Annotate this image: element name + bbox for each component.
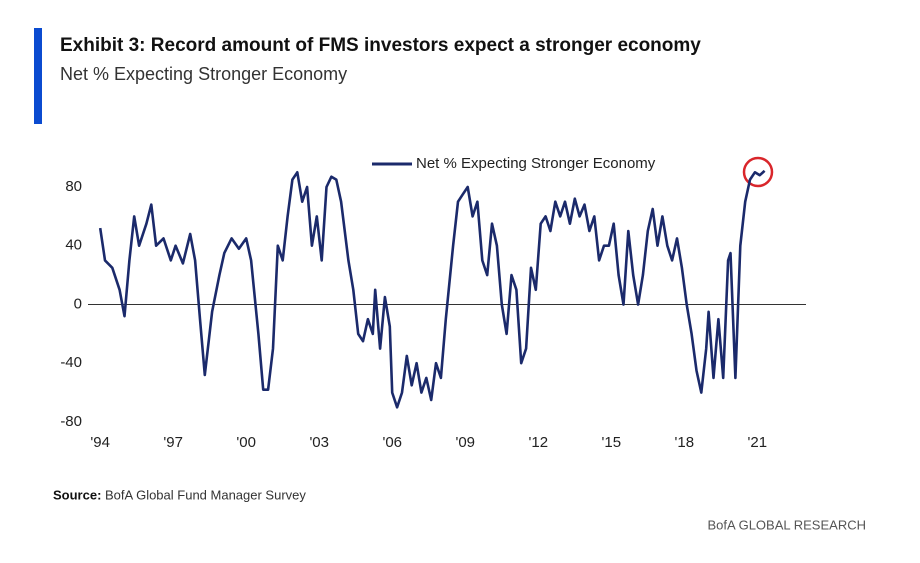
x-tick-label: '15: [602, 434, 622, 451]
x-tick-label: '94: [90, 434, 110, 451]
chart-title: Exhibit 3: Record amount of FMS investor…: [60, 35, 701, 56]
y-tick-label: -40: [60, 354, 82, 371]
x-tick-label: '06: [382, 434, 402, 451]
data-line: [98, 169, 766, 409]
footer: BofA GLOBAL RESEARCH: [708, 517, 866, 532]
x-tick-label: '09: [455, 434, 475, 451]
legend-label: Net % Expecting Stronger Economy: [416, 155, 656, 172]
x-tick-label: '12: [528, 434, 548, 451]
x-tick-label: '21: [748, 434, 768, 451]
x-tick-label: '00: [236, 434, 256, 451]
x-tick-label: '97: [163, 434, 183, 451]
accent-bar: [34, 28, 42, 124]
y-tick-label: 0: [74, 295, 82, 312]
source: BofA Global Fund Manager Survey: [105, 487, 306, 502]
highlight-circle: [742, 156, 774, 188]
y-tick-label: 40: [65, 237, 82, 254]
source-label: Source:: [53, 487, 101, 502]
x-tick-label: '18: [675, 434, 695, 451]
x-tick-label: '03: [309, 434, 329, 451]
chart-subtitle: Net % Expecting Stronger Economy: [60, 64, 347, 84]
y-tick-label: 80: [65, 178, 82, 195]
y-tick-label: -80: [60, 413, 82, 430]
